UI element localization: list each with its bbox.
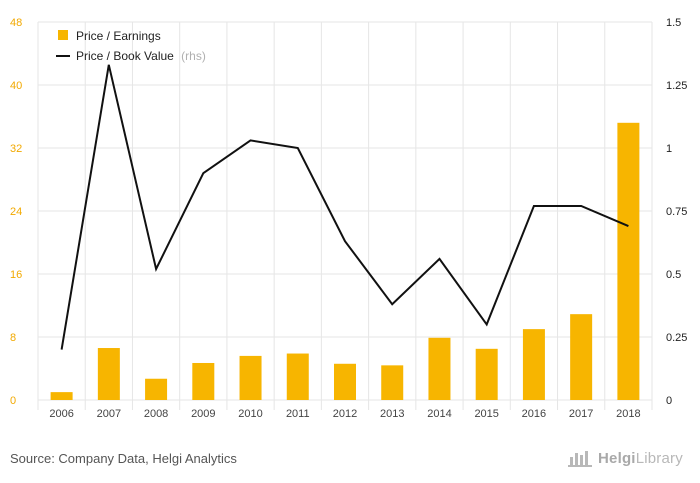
right-tick-label: 0.5 [666,269,681,281]
bar-pe-2006 [50,392,73,400]
bar-pe-2016 [522,329,545,400]
x-tick-label: 2011 [286,408,310,420]
bar-pe-2007 [97,348,120,400]
legend-swatch-pe [58,30,68,40]
x-tick-label: 2013 [380,408,404,420]
right-tick-label: 1 [666,143,672,155]
x-tick-label: 2012 [333,408,357,420]
bar-pe-2018 [617,122,640,401]
line-pbv [60,64,629,350]
logo-text: HelgiLibrary [598,450,683,467]
right-tick-label: 1.25 [666,80,687,92]
left-tick-label: 40 [10,80,22,92]
bar-pe-2014 [428,337,451,400]
gridlines [37,21,653,410]
left-tick-label: 0 [10,395,16,407]
x-tick-label: 2014 [427,408,451,420]
legend-label-pbv-suffix: (rhs) [181,49,206,63]
x-axis: 2006 2007 2008 2009 2010 2011 2012 2013 2014 2015… [49,408,640,420]
x-tick-label: 2006 [49,408,73,420]
helgi-library-logo: HelgiLibrary [568,449,683,467]
x-tick-label: 2015 [474,408,498,420]
legend: Price / Earnings Price / Book Value (rhs… [56,29,206,63]
x-tick-label: 2017 [569,408,593,420]
bar-pe-2008 [145,378,168,400]
left-tick-label: 48 [10,17,22,29]
legend-label-pe: Price / Earnings [76,29,161,43]
x-tick-label: 2007 [97,408,121,420]
bar-pe-2010 [239,355,262,400]
bar-series [50,122,640,401]
right-tick-label: 0.25 [666,332,687,344]
logo-suffix: Library [635,449,683,467]
legend-label-pbv: Price / Book Value (rhs) [76,49,206,63]
x-tick-label: 2009 [191,408,215,420]
right-tick-label: 0.75 [666,206,687,218]
bar-pe-2012 [334,363,356,400]
left-tick-label: 16 [10,269,22,281]
bar-pe-2011 [286,353,309,400]
x-tick-label: 2010 [238,408,262,420]
source-note: Source: Company Data, Helgi Analytics [10,451,237,466]
building-icon [568,451,592,467]
left-tick-label: 32 [10,143,22,155]
bar-pe-2015 [475,348,498,400]
left-axis: 0 8 16 24 32 40 48 [10,17,22,407]
right-tick-label: 1.5 [666,17,681,29]
left-tick-label: 24 [10,206,22,218]
right-axis: 0 0.25 0.5 0.75 1 1.25 1.5 [666,17,687,407]
x-tick-label: 2018 [616,408,640,420]
x-tick-label: 2016 [522,408,546,420]
right-tick-label: 0 [666,395,672,407]
legend-label-pbv-name: Price / Book Value [76,49,174,63]
bar-pe-2017 [570,314,593,400]
line-series [60,64,629,350]
bar-pe-2013 [381,365,404,400]
bar-pe-2009 [192,362,215,400]
logo-brand: Helgi [598,449,636,467]
left-tick-label: 8 [10,332,16,344]
x-tick-label: 2008 [144,408,168,420]
